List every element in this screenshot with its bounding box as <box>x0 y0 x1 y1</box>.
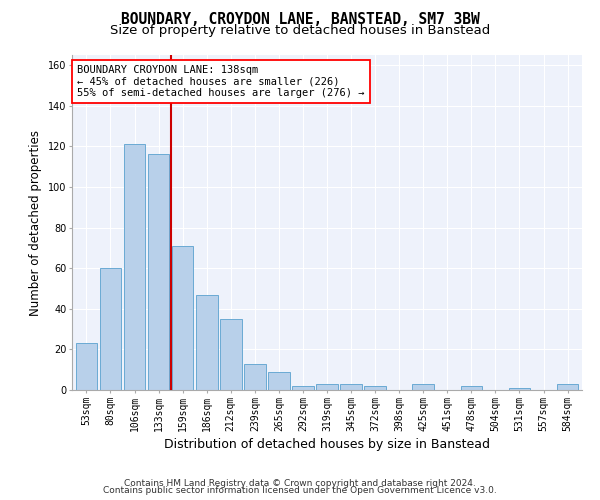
Bar <box>340 384 362 390</box>
Bar <box>557 384 578 390</box>
Bar <box>148 154 169 390</box>
Bar <box>244 364 266 390</box>
Bar <box>412 384 434 390</box>
Text: BOUNDARY, CROYDON LANE, BANSTEAD, SM7 3BW: BOUNDARY, CROYDON LANE, BANSTEAD, SM7 3B… <box>121 12 479 28</box>
Bar <box>364 386 386 390</box>
Text: BOUNDARY CROYDON LANE: 138sqm
← 45% of detached houses are smaller (226)
55% of : BOUNDARY CROYDON LANE: 138sqm ← 45% of d… <box>77 65 365 98</box>
Bar <box>124 144 145 390</box>
Bar <box>172 246 193 390</box>
Text: Contains HM Land Registry data © Crown copyright and database right 2024.: Contains HM Land Registry data © Crown c… <box>124 478 476 488</box>
Bar <box>316 384 338 390</box>
Y-axis label: Number of detached properties: Number of detached properties <box>29 130 43 316</box>
Bar <box>461 386 482 390</box>
Bar <box>220 319 242 390</box>
Bar <box>292 386 314 390</box>
Bar <box>509 388 530 390</box>
X-axis label: Distribution of detached houses by size in Banstead: Distribution of detached houses by size … <box>164 438 490 451</box>
Bar <box>76 344 97 390</box>
Bar <box>100 268 121 390</box>
Bar <box>196 294 218 390</box>
Text: Size of property relative to detached houses in Banstead: Size of property relative to detached ho… <box>110 24 490 37</box>
Text: Contains public sector information licensed under the Open Government Licence v3: Contains public sector information licen… <box>103 486 497 495</box>
Bar <box>268 372 290 390</box>
